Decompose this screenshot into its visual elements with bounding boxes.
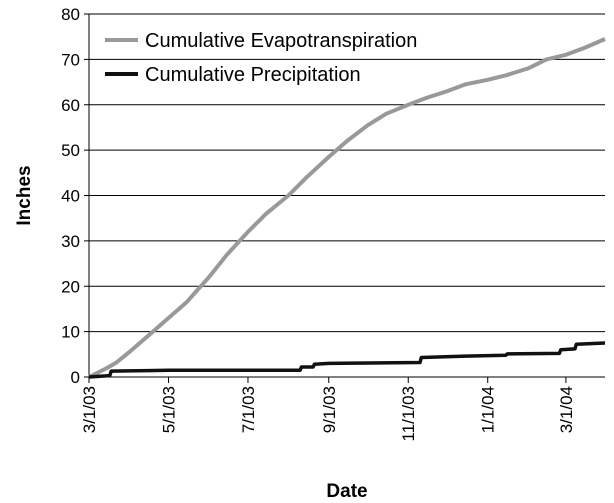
series-lines (88, 37, 606, 379)
y-tick-label: 10 (61, 323, 80, 342)
y-tick-label: 0 (71, 368, 80, 387)
x-tick-label: 9/1/03 (320, 386, 339, 433)
x-tick-label: 7/1/03 (239, 386, 258, 433)
y-tick-label: 60 (61, 96, 80, 115)
y-tick-label: 20 (61, 277, 80, 296)
x-tick-label: 11/1/03 (399, 386, 418, 441)
x-axis-title: Date (326, 481, 367, 502)
y-tick-label: 80 (61, 5, 80, 24)
series-line-1 (88, 341, 606, 379)
x-tick-label: 3/1/04 (557, 386, 576, 433)
legend: Cumulative Evapotranspiration Cumulative … (105, 30, 417, 86)
x-tick-label: 3/1/03 (80, 386, 99, 433)
y-tick-label: 70 (61, 50, 80, 69)
y-tick-label: 30 (61, 232, 80, 251)
y-tick-labels: 0 10 20 30 40 50 60 70 80 (61, 5, 80, 387)
gridlines (89, 13, 605, 333)
y-tick-label: 40 (61, 187, 80, 206)
series-line-0 (88, 37, 606, 379)
x-tick-label: 1/1/04 (479, 386, 498, 433)
legend-label: Cumulative Evapotranspiration (145, 30, 417, 52)
x-tick-label: 5/1/03 (159, 386, 178, 433)
y-axis-title: Inches (14, 165, 35, 225)
x-tick-labels: 3/1/03 5/1/03 7/1/03 9/1/03 11/1/03 1/1/04 3/1… (80, 386, 576, 441)
y-tick-label: 50 (61, 141, 80, 160)
axes (84, 13, 605, 383)
legend-label: Cumulative Precipitation (145, 64, 361, 86)
